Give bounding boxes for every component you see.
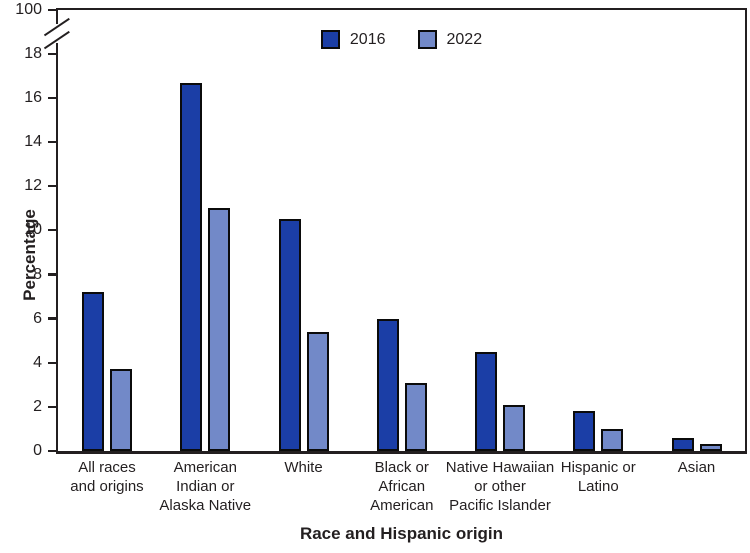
legend-label-2022: 2022 <box>446 30 483 48</box>
y-axis-line-lower <box>55 43 58 451</box>
bar-2022-group-6 <box>699 444 722 451</box>
y-tick <box>48 9 56 12</box>
bar-2016-group-6 <box>671 437 694 451</box>
bar-2022-group-0 <box>110 369 132 451</box>
y-tick <box>48 141 56 144</box>
y-tick <box>48 229 56 232</box>
y-tick-label: 4 <box>33 353 42 371</box>
y-tick-label: 18 <box>24 45 42 62</box>
y-tick <box>48 449 56 452</box>
bar-2016-group-0 <box>82 292 104 451</box>
y-tick <box>48 52 56 55</box>
category-label: Black or African American <box>334 458 470 515</box>
y-tick <box>48 317 56 320</box>
bar-2016-group-3 <box>376 318 399 451</box>
category-label: Asian <box>629 458 750 477</box>
bar-2016-group-2 <box>278 219 301 451</box>
category-label-line: Pacific Islander <box>449 497 551 514</box>
bar-2016-group-5 <box>573 411 596 451</box>
category-label-line: All races <box>78 459 136 476</box>
bar-2022-group-4 <box>503 404 525 451</box>
y-tick <box>48 405 56 408</box>
y-axis-line-upper <box>55 8 58 24</box>
bar-2022-group-5 <box>601 428 624 451</box>
plot-area: 2016 2022 0 2 4 6 8 10 12 14 16 18 100 All races and… <box>15 1 748 514</box>
plot-frame-top <box>56 8 747 11</box>
bar-2016-group-1 <box>180 82 203 451</box>
x-axis-title: Race and Hispanic origin <box>299 524 504 543</box>
y-tick-label: 14 <box>24 133 42 151</box>
y-tick-label: 2 <box>33 397 42 415</box>
legend: 2016 2022 <box>58 30 745 49</box>
y-tick-label: 12 <box>24 177 42 195</box>
legend-swatch-2022 <box>417 30 437 49</box>
legend-item-2016: 2016 <box>320 30 386 49</box>
y-tick-label: 6 <box>33 309 42 327</box>
y-tick-label: 16 <box>24 89 42 107</box>
category-label-line: Hispanic or <box>560 459 636 476</box>
category-label-line: Alaska Native <box>159 497 252 514</box>
bar-2022-group-2 <box>306 331 329 451</box>
y-tick <box>48 361 56 364</box>
category-label-line: African <box>378 478 426 495</box>
y-tick <box>48 96 56 100</box>
category-label: Native Hawaiian or other Pacific Islander <box>432 458 568 515</box>
category-label-line: Black or <box>374 459 429 476</box>
y-tick-label: 8 <box>33 265 42 283</box>
y-tick-label: 10 <box>24 221 42 239</box>
category-label-line: Latino <box>577 478 619 495</box>
legend-label-2016: 2016 <box>349 30 386 48</box>
category-label-line: Indian or <box>176 478 235 495</box>
bar-2022-group-1 <box>208 208 231 451</box>
category-label-line: American <box>370 497 434 514</box>
bar-2022-group-3 <box>404 382 427 451</box>
category-label-line: or other <box>474 478 526 495</box>
legend-item-2022: 2022 <box>417 30 483 49</box>
bar-2016-group-4 <box>475 351 497 451</box>
category-label: All races and origins <box>39 458 175 496</box>
category-label: White <box>236 458 372 477</box>
plot-frame-right <box>745 8 748 454</box>
legend-swatch-2016 <box>320 30 340 49</box>
category-label-line: Native Hawaiian <box>445 459 555 476</box>
y-tick-label-break: 100 <box>15 1 42 18</box>
y-tick <box>48 185 56 188</box>
category-label-line: Asian <box>677 459 716 476</box>
y-tick-label: 0 <box>33 442 42 459</box>
category-label-line: American <box>173 459 237 476</box>
y-tick <box>48 273 56 276</box>
category-label: Hispanic or Latino <box>530 458 666 496</box>
category-label-line: and origins <box>70 478 144 495</box>
category-label-line: White <box>284 459 323 476</box>
category-label: American Indian or Alaska Native <box>137 458 273 515</box>
x-axis-line <box>56 451 748 454</box>
